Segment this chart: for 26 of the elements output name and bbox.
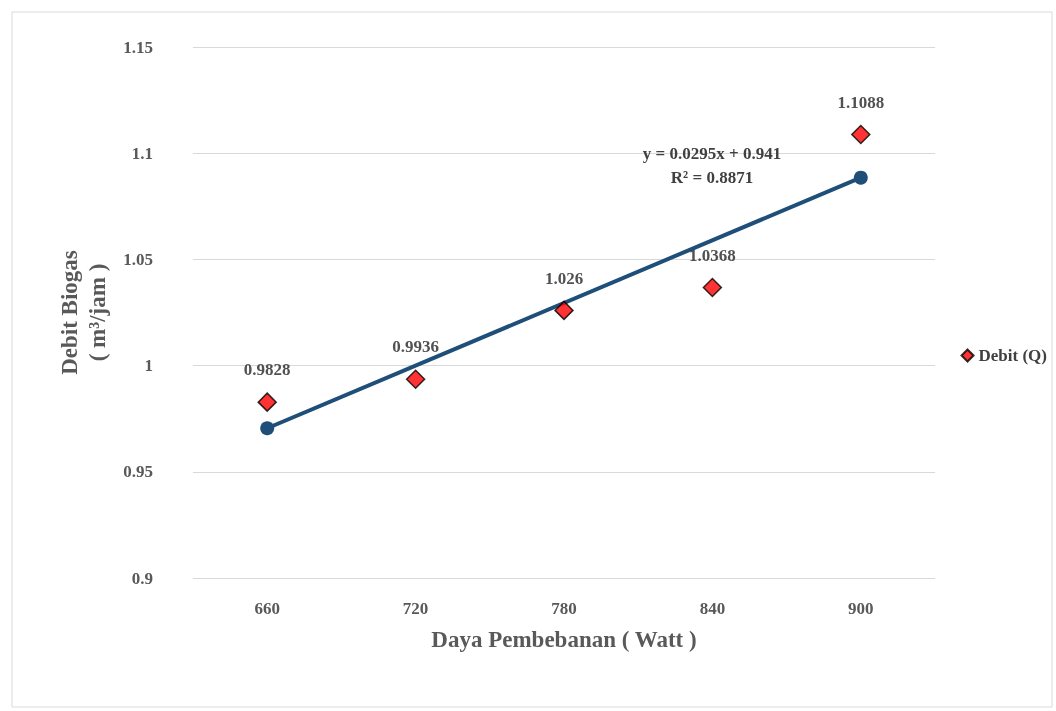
data-label: 1.1088 xyxy=(837,92,885,112)
data-label: 0.9936 xyxy=(392,337,439,357)
x-axis-title: Daya Pembebanan ( Watt ) xyxy=(431,627,697,652)
data-label: 0.9828 xyxy=(243,360,291,380)
data-label: 1.0368 xyxy=(689,245,736,265)
y-tick-label: 0.95 xyxy=(123,462,153,482)
annotation: y = 0.0295x + 0.941 R² = 0.8871 xyxy=(642,143,782,187)
x-tick-label: 840 xyxy=(699,599,726,618)
point xyxy=(702,277,723,298)
data-label: 1.026 xyxy=(544,268,584,288)
y-tick-label: 0.9 xyxy=(131,568,153,588)
x-tick-label: 780 xyxy=(551,599,577,618)
y-tick-label: 1.05 xyxy=(123,249,153,269)
point xyxy=(851,124,871,145)
point xyxy=(257,392,277,412)
y-axis-title: Debit Biogas ( m³/jam ) xyxy=(56,250,110,375)
x-tick-label: 900 xyxy=(848,599,874,618)
x-tick-label: 720 xyxy=(402,599,429,618)
y-tick-label: 1.15 xyxy=(123,37,153,57)
point xyxy=(554,300,574,321)
point xyxy=(405,369,426,389)
point xyxy=(260,421,275,436)
legend-label: Debit (Q) xyxy=(978,346,1048,365)
x-tick-label: 660 xyxy=(254,599,280,618)
y-tick-label: 1 xyxy=(144,356,153,376)
y-tick-label: 1.1 xyxy=(131,143,153,163)
